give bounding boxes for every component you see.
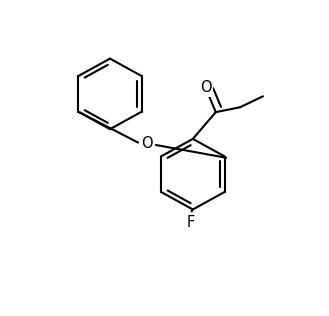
Text: O: O [141,136,153,151]
Text: F: F [186,215,194,230]
Text: O: O [200,80,212,95]
